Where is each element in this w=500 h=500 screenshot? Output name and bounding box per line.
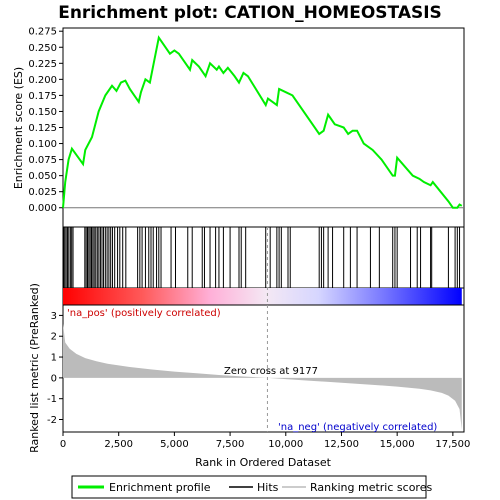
x-axis-label: Rank in Ordered Dataset [195,456,332,469]
es-panel [62,27,465,228]
x-tick-label: 5,000 [160,439,189,450]
legend-metric-label: Ranking metric scores [310,481,432,494]
x-tick-label: 12,500 [324,439,359,450]
metric-tick-label: 2 [51,332,57,343]
metric-tick-label: 1 [51,353,57,364]
enrichment-profile-line [62,35,463,209]
metric-tick-label: -1 [47,394,57,405]
metric-y-label: Ranked list metric (PreRanked) [28,283,41,453]
es-tick-label: 0.125 [28,123,57,134]
x-tick-label: 17,500 [435,439,470,450]
es-tick-label: 0.275 [28,27,57,38]
x-tick-label: 15,000 [380,439,415,450]
x-tick-label: 0 [60,439,66,450]
es-tick-label: 0.175 [28,91,57,102]
hits-group [63,227,461,288]
legend-hits-label: Hits [257,481,279,494]
es-tick-label: 0.200 [28,75,57,86]
metric-tick-label: -2 [47,415,57,426]
zero-cross-label: Zero cross at 9177 [224,366,318,377]
ranking-metric-area [63,323,462,430]
x-axis: 0 2,500 5,000 7,500 10,000 12,500 15,000 17,500 [60,432,470,450]
legend-enrichment-label: Enrichment profile [109,481,211,494]
es-tick-label: 0.150 [28,107,57,118]
es-tick-label: 0.075 [28,155,57,166]
chart-title: Enrichment plot: CATION_HOMEOSTASIS [58,3,442,23]
rank-color-bar [63,288,462,305]
es-y-label: Enrichment score (ES) [12,67,25,189]
es-y-axis: 0.000 0.025 0.050 0.075 0.100 0.125 0.150 0.175… [28,27,63,214]
x-tick-label: 7,500 [216,439,245,450]
metric-tick-label: 3 [51,311,57,322]
metric-tick-label: 0 [51,373,57,384]
positive-label: 'na_pos' (positively correlated) [67,308,221,319]
x-tick-label: 2,500 [104,439,133,450]
metric-y-axis: 3 2 1 0 -1 -2 [47,311,63,426]
es-tick-label: 0.250 [28,43,57,54]
es-tick-label: 0.100 [28,139,57,150]
es-tick-label: 0.025 [28,187,57,198]
negative-label: 'na_neg' (negatively correlated) [278,422,437,433]
es-tick-label: 0.050 [28,171,57,182]
es-tick-label: 0.225 [28,59,57,70]
x-tick-label: 10,000 [268,439,303,450]
es-tick-label: 0.000 [28,203,57,214]
